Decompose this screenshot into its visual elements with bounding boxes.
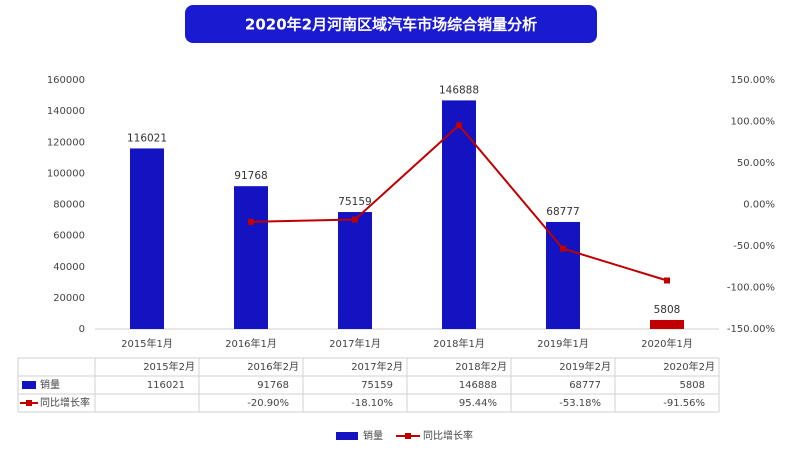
data-label: 146888 bbox=[439, 84, 479, 96]
y-tick-label: 160000 bbox=[47, 75, 85, 86]
legend-label: 同比增长率 bbox=[423, 429, 473, 442]
y-tick-label: 100000 bbox=[47, 168, 85, 179]
y-tick-label: 60000 bbox=[53, 231, 85, 242]
line-marker bbox=[560, 245, 566, 252]
table-header: 2016年2月 bbox=[247, 360, 299, 373]
y2-tick-label: -100.00% bbox=[727, 283, 775, 294]
table-cell: 68777 bbox=[569, 380, 601, 391]
bar bbox=[338, 212, 372, 329]
y-tick-label: 80000 bbox=[53, 200, 85, 211]
table-header: 2015年2月 bbox=[143, 360, 195, 373]
data-label: 5808 bbox=[654, 304, 681, 316]
table-header: 2020年2月 bbox=[663, 360, 715, 373]
x-tick-label: 2020年1月 bbox=[641, 337, 693, 350]
data-label: 91768 bbox=[234, 170, 267, 182]
line-marker bbox=[456, 122, 462, 129]
y2-tick-label: -150.00% bbox=[727, 324, 775, 335]
table-header: 2019年2月 bbox=[559, 360, 611, 373]
bar bbox=[234, 186, 268, 329]
y-tick-label: 40000 bbox=[53, 262, 85, 273]
line-marker bbox=[664, 277, 670, 284]
table-cell: 5808 bbox=[680, 380, 705, 391]
chart-title: 2020年2月河南区域汽车市场综合销量分析 bbox=[245, 16, 537, 34]
y-tick-label: 20000 bbox=[53, 293, 85, 304]
table-cell: -20.90% bbox=[247, 398, 289, 409]
table-cell: 95.44% bbox=[459, 398, 497, 409]
data-label: 68777 bbox=[546, 206, 579, 218]
y2-tick-label: 150.00% bbox=[731, 75, 776, 86]
x-tick-label: 2019年1月 bbox=[537, 337, 589, 350]
legend-swatch bbox=[336, 432, 358, 440]
table-row-label: 销量 bbox=[40, 378, 60, 391]
y-tick-label: 140000 bbox=[47, 106, 85, 117]
y2-tick-label: 100.00% bbox=[731, 117, 776, 128]
y-tick-label: 0 bbox=[79, 324, 85, 335]
table-cell: 146888 bbox=[459, 380, 497, 391]
table-cell: 75159 bbox=[361, 380, 393, 391]
table-cell: 116021 bbox=[147, 380, 185, 391]
table-header: 2018年2月 bbox=[455, 360, 507, 373]
line-marker bbox=[248, 218, 254, 225]
table-cell: -53.18% bbox=[559, 398, 601, 409]
x-tick-label: 2015年1月 bbox=[121, 337, 173, 350]
table-cell: -18.10% bbox=[351, 398, 393, 409]
y-tick-label: 120000 bbox=[47, 137, 85, 148]
bar bbox=[546, 221, 580, 329]
line-marker bbox=[352, 216, 358, 223]
y2-tick-label: -50.00% bbox=[733, 241, 775, 252]
y2-tick-label: 0.00% bbox=[743, 200, 775, 211]
table-legend-swatch bbox=[22, 381, 36, 389]
title-banner bbox=[185, 5, 597, 43]
table-legend-marker bbox=[26, 400, 32, 406]
legend-marker bbox=[405, 433, 411, 439]
legend-label: 销量 bbox=[363, 429, 383, 442]
y2-tick-label: 50.00% bbox=[737, 158, 775, 169]
data-label: 116021 bbox=[127, 132, 167, 144]
table-cell: -91.56% bbox=[663, 398, 705, 409]
table-cell: 91768 bbox=[257, 380, 289, 391]
x-tick-label: 2016年1月 bbox=[225, 337, 277, 350]
bar bbox=[650, 319, 684, 329]
table-row-label: 同比增长率 bbox=[40, 396, 90, 409]
bar bbox=[130, 148, 164, 329]
x-tick-label: 2017年1月 bbox=[329, 337, 381, 350]
table-header: 2017年2月 bbox=[351, 360, 403, 373]
x-tick-label: 2018年1月 bbox=[433, 337, 485, 350]
data-label: 75159 bbox=[338, 196, 371, 208]
bar bbox=[442, 100, 476, 329]
